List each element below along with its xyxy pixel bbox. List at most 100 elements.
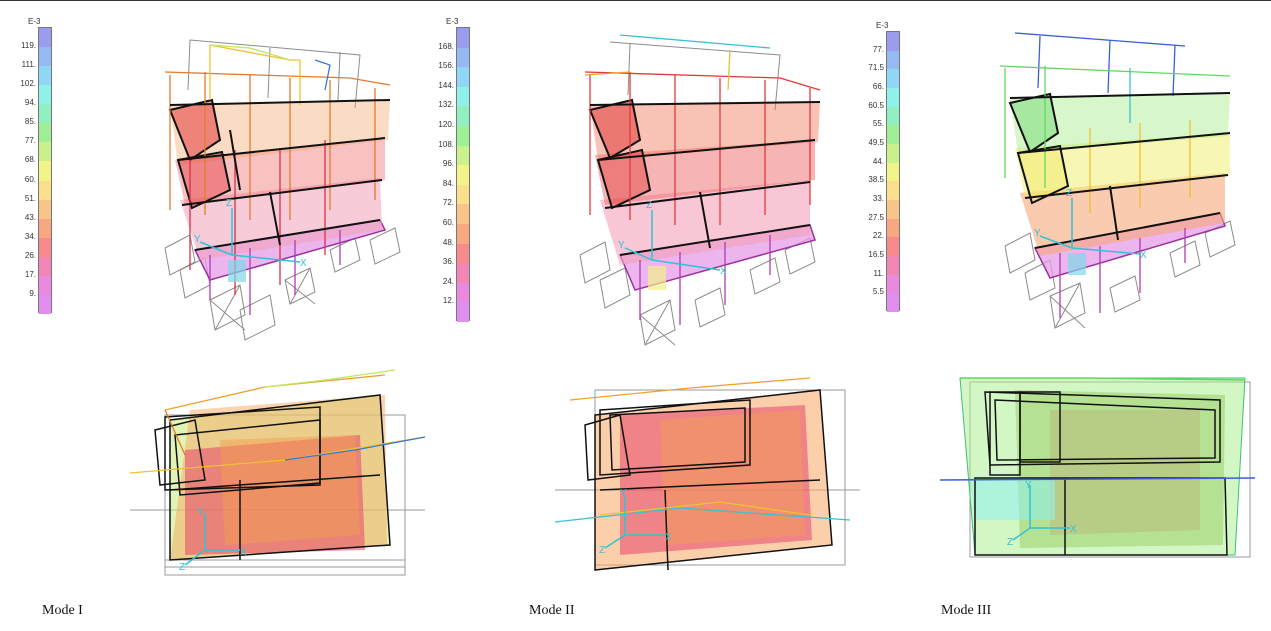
scale-tick-label: 102.	[20, 79, 36, 89]
scale-bar	[886, 31, 900, 313]
mode-1-plan-view: Y X Z	[129, 369, 426, 576]
scale-tick-label: 85.	[24, 117, 36, 127]
scale-segment	[39, 123, 51, 143]
scale-segment	[39, 180, 51, 201]
scale-segment	[887, 144, 899, 164]
scale-segment	[887, 200, 899, 220]
scale-tick-label: 60.	[442, 218, 454, 227]
scale-segment	[39, 142, 51, 162]
scale-unit: E-3	[876, 21, 889, 30]
scale-tick-label: 77.	[872, 44, 884, 54]
scale-segment	[457, 126, 469, 147]
scale-tick-label: 119.	[21, 41, 36, 51]
scale-tick-label: 84.	[442, 178, 454, 188]
origin-box	[1068, 253, 1086, 275]
y-axis-label: Y	[618, 240, 625, 251]
y-axis-label: Y	[194, 234, 201, 245]
z-axis-label: Z	[179, 562, 185, 573]
scale-segment	[457, 282, 469, 303]
scale-segment	[457, 47, 469, 68]
scale-segment	[887, 125, 899, 145]
scale-unit: E-3	[446, 17, 459, 26]
scale-bar	[456, 27, 470, 323]
scale-segment	[887, 69, 899, 89]
z-axis-label: Z	[226, 198, 232, 209]
scale-segment	[39, 85, 51, 105]
scale-segment	[887, 218, 899, 238]
scale-segment	[457, 165, 469, 186]
color-scale-mode-2: E-3 168. 156. 144. 132. 120. 108. 96. 84. 72. 60.…	[418, 17, 478, 327]
y-axis-label: Y	[1034, 228, 1041, 239]
z-axis-label: Z	[1066, 188, 1072, 199]
scale-tick-label: 38.5	[868, 175, 884, 185]
scale-segment	[887, 88, 899, 108]
scale-tick-label: 51.	[24, 193, 36, 203]
y-axis-label: Y	[620, 488, 627, 499]
axis-triad	[624, 210, 721, 271]
scale-unit: E-3	[28, 17, 41, 26]
scale-segment	[39, 218, 51, 239]
x-axis-label: X	[720, 266, 727, 277]
scale-segment	[39, 47, 51, 67]
scale-segment	[457, 28, 469, 49]
origin-box	[648, 266, 666, 290]
scale-tick-label: 156.	[438, 61, 454, 71]
scale-tick-label: 132.	[438, 100, 454, 110]
scale-bar	[38, 27, 52, 315]
x-axis-label: X	[240, 547, 247, 558]
scale-segment	[887, 32, 899, 52]
scale-segment	[887, 293, 899, 313]
x-axis-label: X	[1070, 524, 1077, 535]
scale-segment	[39, 66, 51, 86]
scale-tick-label: 17.	[24, 269, 36, 279]
scale-segment	[457, 243, 469, 264]
scale-tick-label: 168.	[438, 41, 454, 51]
scale-tick-label: 44.	[872, 156, 884, 166]
scale-segment	[887, 237, 899, 257]
x-axis-label: X	[300, 258, 307, 269]
scale-tick-label: 24.	[442, 276, 454, 286]
axis-triad	[1012, 485, 1070, 541]
mode-1-label: Mode I	[42, 603, 83, 618]
scale-segment	[39, 104, 51, 124]
top-rule	[0, 0, 1271, 1]
scale-tick-label: 49.5	[868, 138, 884, 147]
mode-2-label: Mode II	[529, 603, 575, 618]
scale-tick-label: 12.	[442, 296, 454, 306]
scale-tick-label: 9.	[29, 288, 36, 298]
scale-tick-label: 11.	[873, 268, 884, 278]
scale-tick-label: 36.	[442, 257, 454, 267]
scale-tick-label: 33.	[872, 194, 884, 203]
scale-tick-label: 111.	[21, 60, 36, 70]
scale-tick-label: 144.	[438, 80, 454, 90]
scale-tick-label: 60.	[24, 174, 36, 184]
scale-tick-label: 71.5	[868, 63, 884, 73]
scale-tick-label: 108.	[438, 139, 454, 149]
scale-segment	[457, 263, 469, 284]
scale-segment	[39, 237, 51, 258]
scale-tick-label: 96.	[442, 159, 454, 169]
scale-segment	[887, 106, 899, 126]
scale-tick-label: 48.	[442, 237, 454, 247]
scale-tick-label: 94.	[24, 98, 36, 108]
scale-segment	[887, 181, 899, 201]
scale-segment	[39, 294, 51, 315]
z-axis-label: Z	[599, 545, 605, 556]
axis-triad	[199, 208, 301, 263]
scale-tick-label: 34.	[24, 231, 36, 241]
axis-triad	[184, 513, 240, 566]
color-scale-mode-3: E-3 77. 71.5 66. 60.5 55. 49.5 44. 38.5 33. 27.5 2…	[848, 21, 908, 321]
scale-tick-label: 72.	[442, 198, 454, 208]
scale-segment	[457, 145, 469, 166]
scale-tick-label: 16.5	[868, 250, 884, 259]
scale-segment	[39, 28, 51, 48]
axis-triad	[604, 495, 665, 549]
scale-segment	[457, 184, 469, 205]
scale-tick-label: 60.5	[868, 100, 884, 110]
scale-segment	[39, 256, 51, 277]
x-axis-label: X	[665, 532, 672, 543]
scale-segment	[887, 162, 899, 182]
scale-tick-label: 55.	[872, 119, 884, 129]
origin-box	[228, 260, 246, 282]
color-scale-mode-1: E-3 119. 111. 102. 94. 85. 77. 68. 60. 51. 43. 34.…	[0, 17, 60, 317]
